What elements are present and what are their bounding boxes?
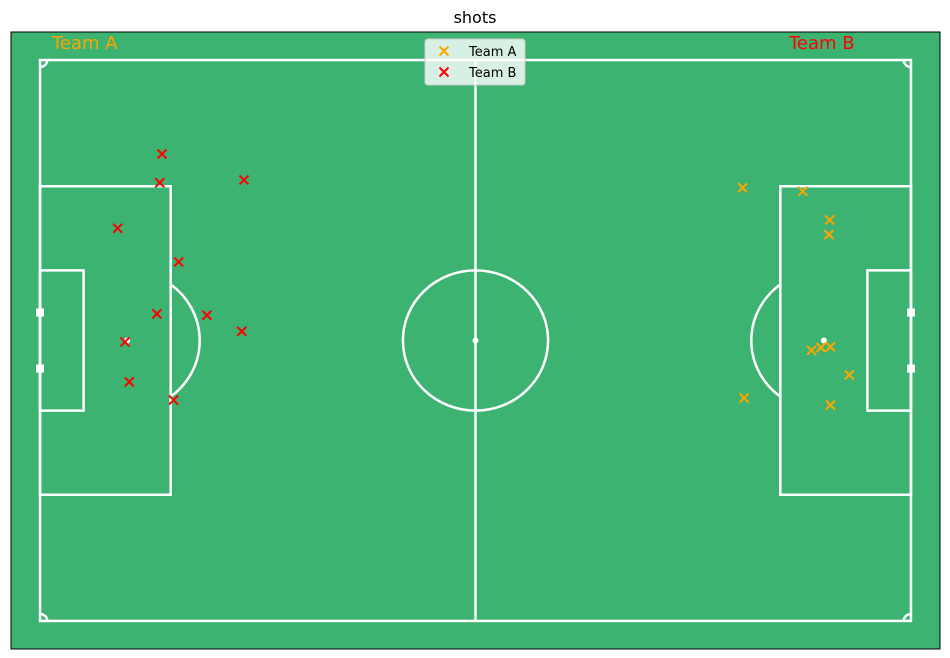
team-a-shot-marker — [825, 399, 836, 411]
team-b-shots — [112, 148, 250, 406]
team-a-shot-marker — [797, 185, 809, 197]
team-b-shot-marker-stroke-2 — [168, 394, 179, 406]
centre-circle — [401, 269, 550, 412]
corner-arc-top-right — [902, 59, 912, 69]
team-b-shot-marker — [168, 394, 179, 406]
team-b-shot-marker — [119, 336, 131, 348]
left-goal-post-1 — [36, 308, 45, 317]
team-b-shot-marker-stroke-2 — [236, 326, 248, 337]
team-a-shot-marker-stroke-2 — [824, 214, 835, 226]
team-a-shot-marker-stroke-2 — [737, 182, 748, 193]
team-a-shot-marker — [815, 342, 827, 353]
team-a-shot-marker-stroke-2 — [815, 342, 827, 353]
team-b-label: Team B — [788, 33, 855, 54]
team-a-shot-marker — [806, 345, 817, 356]
axes-frame — [10, 31, 941, 650]
legend-marker-b-x-stroke-2 — [438, 66, 450, 78]
right-penalty-arc — [750, 283, 782, 398]
legend-marker-a-x-stroke-2 — [438, 45, 450, 57]
team-a-shot-marker-stroke-2 — [844, 369, 855, 381]
team-a-shot-marker — [844, 369, 855, 381]
team-a-shot-marker-stroke-2 — [825, 399, 836, 411]
right-penalty-spot — [820, 337, 827, 344]
team-b-shot-marker — [154, 177, 165, 188]
team-b-shot-marker — [173, 256, 184, 268]
team-b-shot-marker — [151, 308, 163, 320]
team-b-shot-marker-stroke-2 — [119, 336, 131, 348]
corner-arc-top-left — [39, 59, 49, 69]
legend-marker-b-x — [438, 66, 450, 78]
team-a-label: Team A — [51, 33, 118, 54]
pitch-markings — [36, 58, 915, 623]
legend-marker-a-x — [438, 45, 450, 57]
team-b-shot-marker — [156, 148, 168, 160]
team-a-shot-marker-stroke-2 — [806, 345, 817, 356]
team-a-shot-marker — [824, 214, 835, 226]
left-penalty-arc — [169, 283, 201, 398]
team-b-shot-marker-stroke-2 — [112, 223, 123, 234]
legend-label-team-a: Team A — [468, 45, 516, 60]
team-a-shots — [737, 182, 855, 411]
team-b-shot-marker-stroke-2 — [201, 310, 213, 321]
team-b-shot-marker — [236, 326, 248, 337]
team-b-shot-marker-stroke-2 — [156, 148, 168, 160]
team-b-shot-marker-stroke-2 — [173, 256, 184, 268]
team-b-shot-marker-stroke-2 — [151, 308, 163, 320]
team-b-shot-marker — [238, 174, 250, 186]
left-goal-post-2 — [36, 364, 45, 373]
centre-spot — [472, 337, 479, 344]
right-six-yard-box — [866, 269, 913, 412]
team-b-shot-marker-stroke-2 — [154, 177, 165, 188]
right-goal-post-1 — [906, 308, 915, 317]
corner-arc-bottom-right — [902, 612, 912, 622]
team-b-shot-marker-stroke-2 — [238, 174, 250, 186]
chart-title: shots — [454, 8, 497, 27]
team-a-shot-marker-stroke-2 — [823, 229, 835, 240]
team-a-shot-marker-stroke-2 — [797, 185, 809, 197]
team-a-shot-marker-stroke-2 — [738, 392, 750, 404]
team-a-shot-marker — [825, 341, 836, 353]
team-b-shot-marker — [112, 223, 123, 234]
team-a-shot-marker — [738, 392, 750, 404]
team-a-shot-marker — [823, 229, 835, 240]
team-a-shot-marker-stroke-2 — [825, 341, 836, 353]
legend-marker-team-a — [438, 45, 450, 57]
left-six-yard-box — [38, 269, 85, 412]
legend-label-team-b: Team B — [468, 66, 516, 81]
team-b-shot-marker — [201, 310, 213, 321]
legend: Team A Team B — [424, 38, 526, 86]
team-a-shot-marker — [737, 182, 748, 193]
team-b-shot-marker — [124, 376, 135, 388]
corner-arc-bottom-left — [39, 612, 49, 622]
legend-box — [424, 38, 526, 86]
legend-marker-team-b — [438, 66, 450, 78]
team-b-shot-marker-stroke-2 — [124, 376, 135, 388]
plot-area: Team A Team B Team A Team B — [10, 31, 941, 650]
right-goal-post-2 — [906, 364, 915, 373]
